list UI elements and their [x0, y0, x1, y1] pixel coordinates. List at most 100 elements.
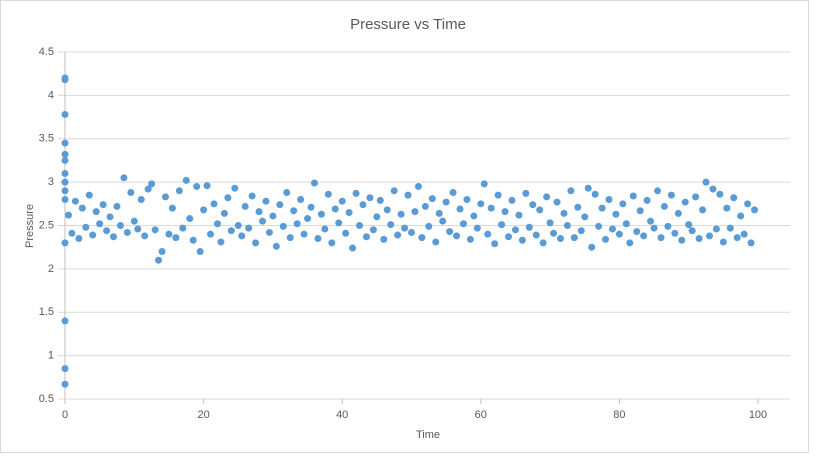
data-point — [435, 209, 443, 217]
data-point — [241, 202, 249, 210]
data-point — [463, 195, 471, 203]
data-point — [643, 196, 651, 204]
data-point — [525, 223, 533, 231]
x-tick-label: 40 — [336, 409, 348, 421]
data-point — [574, 203, 582, 211]
data-point — [279, 222, 287, 230]
data-point — [297, 195, 305, 203]
data-point — [217, 238, 225, 246]
data-point — [421, 202, 429, 210]
data-point — [335, 219, 343, 227]
x-tick-label: 20 — [197, 409, 209, 421]
data-point — [161, 193, 169, 201]
y-tick-label: 2 — [48, 263, 54, 275]
data-point — [106, 213, 114, 221]
data-point — [401, 224, 409, 232]
data-point — [629, 192, 637, 200]
data-point — [141, 232, 149, 240]
data-point — [376, 196, 384, 204]
data-point — [342, 229, 350, 237]
data-point — [356, 222, 364, 229]
data-point — [259, 217, 267, 225]
data-point — [186, 215, 194, 223]
data-point — [227, 227, 235, 235]
data-point — [92, 208, 100, 216]
data-point — [744, 200, 752, 208]
data-point — [726, 224, 734, 232]
data-point — [151, 226, 159, 234]
data-point — [692, 193, 700, 201]
data-point — [737, 212, 745, 220]
data-point — [647, 217, 655, 225]
data-point — [747, 239, 755, 247]
data-point — [179, 224, 187, 232]
data-point — [245, 224, 253, 232]
data-point — [702, 178, 710, 186]
data-point — [61, 317, 69, 325]
data-point — [380, 235, 388, 243]
data-point — [200, 206, 208, 214]
data-point — [428, 195, 436, 203]
data-point — [137, 195, 145, 203]
data-point — [518, 236, 526, 244]
y-axis-label: Pressure — [24, 204, 36, 248]
data-point — [61, 74, 69, 82]
data-point — [660, 202, 668, 210]
data-point — [671, 229, 679, 237]
data-point — [78, 204, 86, 212]
data-point — [712, 225, 720, 233]
data-point — [442, 198, 450, 206]
data-point — [255, 208, 263, 216]
data-point — [276, 201, 284, 209]
data-point — [293, 220, 301, 228]
data-point — [567, 187, 575, 195]
data-point — [404, 191, 412, 199]
data-point — [719, 238, 727, 246]
data-point — [633, 228, 641, 236]
data-point — [543, 193, 551, 201]
data-point — [75, 235, 83, 243]
data-point — [61, 195, 69, 203]
data-point — [134, 225, 142, 233]
x-tick-label: 100 — [749, 409, 767, 421]
data-point — [269, 212, 277, 220]
data-point — [515, 211, 523, 219]
data-point — [116, 222, 124, 229]
data-point — [664, 222, 672, 230]
data-point — [699, 206, 707, 214]
y-tick-label: 3.5 — [39, 133, 54, 145]
data-point — [203, 182, 211, 190]
x-axis-label: Time — [416, 429, 440, 441]
data-point — [290, 207, 298, 215]
data-point — [480, 180, 488, 188]
data-point — [394, 231, 402, 239]
x-tick-label: 60 — [475, 409, 487, 421]
data-point — [654, 187, 662, 195]
data-point — [155, 256, 163, 264]
data-point — [556, 235, 564, 243]
data-point — [411, 208, 419, 216]
data-point — [491, 240, 499, 248]
data-point — [61, 150, 69, 158]
data-point — [61, 110, 69, 118]
data-point — [314, 235, 322, 243]
data-point — [511, 226, 519, 234]
data-point — [570, 234, 578, 242]
data-point — [71, 197, 79, 205]
data-point — [220, 209, 228, 217]
data-point — [408, 228, 415, 236]
data-point — [505, 233, 513, 241]
data-point — [501, 208, 509, 216]
data-point — [168, 204, 176, 212]
y-tick-label: 3 — [48, 176, 54, 188]
data-point — [494, 191, 502, 199]
data-point — [498, 221, 506, 229]
data-point — [213, 220, 221, 228]
data-point — [120, 174, 128, 182]
data-point — [612, 210, 620, 218]
data-point — [82, 223, 90, 231]
data-point — [453, 232, 461, 240]
data-point — [550, 229, 558, 237]
data-point — [477, 200, 485, 208]
data-point — [193, 182, 201, 190]
